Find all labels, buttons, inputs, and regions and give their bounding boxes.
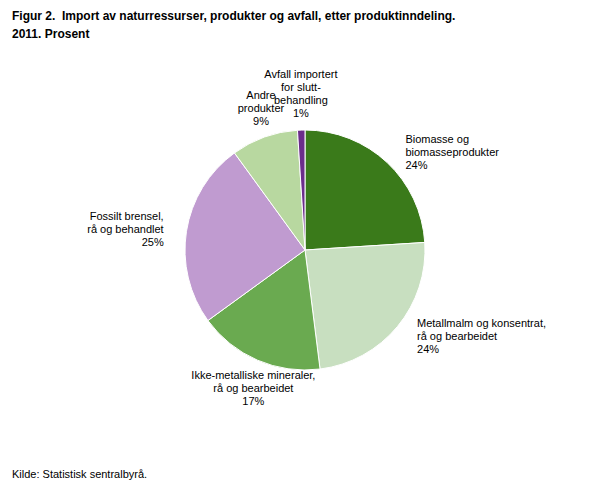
data-label: 25% [142,236,164,248]
subtitle: 2011. Prosent [12,27,89,41]
data-label: 17% [242,395,264,407]
data-label: 9% [253,115,269,127]
data-label: 24% [417,343,439,355]
pie-slice [305,242,425,369]
data-label: 24% [405,159,427,171]
pie-slice [234,130,305,250]
data-label: 1% [293,107,309,119]
title: Figur 2. Import av naturressurser, produ… [12,9,455,23]
source: Kilde: Statistisk sentralbyrå. [12,468,147,480]
slice-label: Fossilt brensel,rå og behandlet [87,210,163,235]
slice-label: Metallmalm og konsentrat,rå og bearbeide… [417,317,546,342]
pie-slice [297,130,305,250]
pie [185,130,425,370]
chart: Figur 2. Import av naturressurser, produ… [0,0,610,488]
slice-label: Biomasse ogbiomasseprodukter [405,133,499,158]
slice-label: Avfall importertfor slutt-behandling [264,68,337,106]
labels: Biomasse ogbiomasseprodukter24%Metallmal… [87,68,546,407]
slice-label: Ikke-metalliske mineraler,rå og bearbeid… [191,369,315,394]
